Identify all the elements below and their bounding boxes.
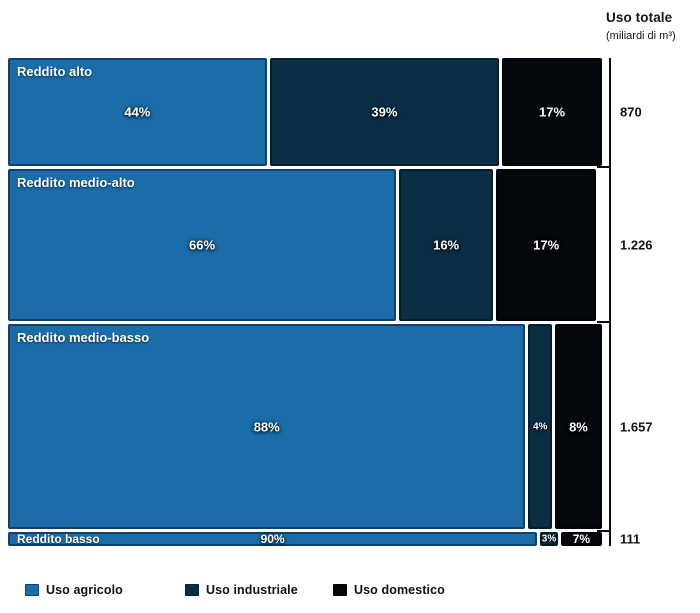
chart-area: 44% 39% 17% Reddito alto 66% 16% 17% Reddito me…: [8, 58, 602, 546]
mosaic-segment: 44%: [8, 58, 267, 166]
axis-tick: [597, 321, 611, 324]
percent-label: 17%: [533, 237, 560, 253]
row-label: Reddito medio-basso: [17, 329, 150, 345]
row-label: Reddito basso: [17, 532, 100, 547]
legend-label: Uso domestico: [354, 583, 445, 597]
mosaic-segment: 88%: [8, 323, 526, 530]
mosaic-segment: 3%: [540, 532, 558, 546]
axis-value-label: 111: [620, 531, 641, 547]
mosaic-segment: 39%: [269, 58, 500, 166]
legend-item-agricolo: Uso agricolo: [25, 583, 123, 597]
axis-subtitle: (miliardi di m³): [606, 30, 676, 42]
legend-item-industriale: Uso industriale: [185, 583, 298, 597]
percent-label: 4%: [532, 421, 548, 433]
mosaic-segment: 17%: [496, 168, 597, 321]
percent-label: 16%: [433, 237, 460, 253]
mosaic-segment: 4%: [528, 323, 552, 530]
percent-label: 39%: [371, 104, 398, 120]
mosaic-segment: 17%: [502, 58, 602, 166]
axis-value-label: 1.226: [620, 237, 653, 253]
percent-label: 90%: [260, 532, 285, 547]
percent-label: 88%: [253, 419, 280, 435]
row-label: Reddito alto: [17, 64, 93, 79]
legend: Uso agricolo Uso industriale Uso domesti…: [0, 583, 700, 605]
domestico-swatch-icon: [333, 584, 347, 596]
percent-label: 3%: [541, 533, 557, 545]
mosaic-segment: 7%: [560, 532, 602, 547]
axis-title: Uso totale: [606, 10, 673, 25]
value-axis-line: [609, 58, 611, 546]
percent-label: 66%: [189, 237, 216, 253]
mosaic-segment: 90%: [8, 532, 538, 547]
industriale-swatch-icon: [185, 584, 199, 596]
mosaic-segment: 66%: [8, 168, 397, 321]
mosaic-row: 88% 4% 8% Reddito medio-basso: [8, 323, 602, 530]
mosaic-row: 44% 39% 17% Reddito alto: [8, 58, 602, 166]
percent-label: 17%: [538, 104, 566, 120]
axis-value-label: 870: [620, 104, 642, 120]
mosaic-row: 66% 16% 17% Reddito medio-alto: [8, 168, 602, 321]
axis-tick: [597, 529, 611, 532]
mosaic-segment: 16%: [399, 168, 494, 321]
right-axis-header: Uso totale (miliardi di m³): [606, 10, 700, 42]
axis-tick: [597, 166, 611, 169]
percent-label: 7%: [572, 532, 591, 547]
agricolo-swatch-icon: [25, 584, 39, 596]
mosaic-segment: 8%: [554, 323, 602, 530]
legend-item-domestico: Uso domestico: [333, 583, 445, 597]
row-label: Reddito medio-alto: [17, 174, 135, 190]
legend-label: Uso industriale: [206, 583, 298, 597]
mosaic-row: 90% 3% 7% Reddito basso: [8, 532, 602, 546]
axis-value-label: 1.657: [620, 419, 653, 435]
percent-label: 44%: [124, 104, 151, 120]
percent-label: 8%: [569, 419, 588, 435]
legend-label: Uso agricolo: [46, 583, 123, 597]
